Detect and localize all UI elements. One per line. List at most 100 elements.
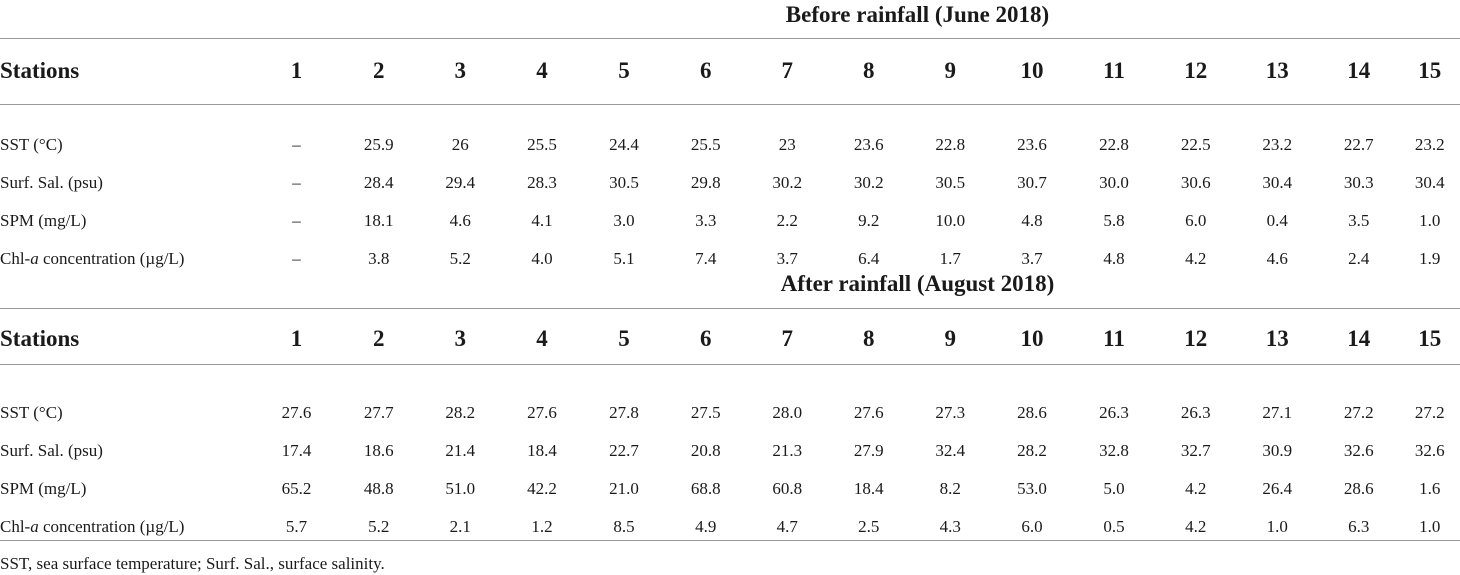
table-cell: 30.4 bbox=[1414, 173, 1445, 192]
rule-after-top bbox=[0, 308, 1460, 309]
table-cell: 22.5 bbox=[1180, 135, 1211, 154]
table-cell: 5.0 bbox=[1103, 479, 1125, 498]
header-row: Stations 1 2 3 4 5 6 7 8 9 10 11 12 13 14 15 bbox=[0, 38, 1460, 104]
table-cell: 1.0 bbox=[1419, 517, 1441, 536]
table-cell: 27.8 bbox=[609, 403, 639, 422]
table-cell: 28.6 bbox=[1017, 403, 1047, 422]
table-cell: 27.6 bbox=[853, 403, 884, 422]
row-label-suffix: concentration (µg/L) bbox=[38, 249, 185, 268]
row-label: SST (°C) bbox=[0, 135, 63, 154]
table-cell: 2.4 bbox=[1348, 249, 1370, 268]
header-station-7: 7 bbox=[781, 326, 794, 351]
table-cell: 30.4 bbox=[1262, 173, 1293, 192]
table-cell: 51.0 bbox=[445, 479, 476, 498]
table-cell: 30.5 bbox=[609, 173, 639, 192]
table-row: SPM (mg/L) – 18.1 4.6 4.1 3.0 3.3 2.2 9.2 10.0 4.8… bbox=[0, 202, 1460, 240]
table-cell: 26.3 bbox=[1099, 403, 1129, 422]
table-cell: 0.4 bbox=[1266, 211, 1288, 230]
table-cell: 28.2 bbox=[445, 403, 476, 422]
table-after-rainfall: Stations 1 2 3 4 5 6 7 8 9 10 11 12 13 14 15 SST (°C) 27.… bbox=[0, 306, 1460, 546]
table-cell: 7.4 bbox=[695, 249, 717, 268]
table-cell: 4.6 bbox=[1266, 249, 1288, 268]
table-cell: 6.3 bbox=[1348, 517, 1370, 536]
footnote-text: SST, sea surface temperature; Surf. Sal.… bbox=[0, 554, 385, 573]
table-cell: 27.3 bbox=[935, 403, 966, 422]
table-cell: 30.9 bbox=[1262, 441, 1293, 460]
table-cell: – bbox=[292, 249, 301, 268]
header-station-2: 2 bbox=[373, 58, 385, 83]
table-cell: 1.9 bbox=[1419, 249, 1441, 268]
row-label: Chl-a concentration (µg/L) bbox=[0, 508, 255, 546]
table-row: Chl-a concentration (µg/L) – 3.8 5.2 4.0 5.1 7… bbox=[0, 240, 1460, 278]
table-cell: 18.1 bbox=[363, 211, 394, 230]
header-station-12: 12 bbox=[1184, 326, 1208, 351]
table-cell: 26.4 bbox=[1262, 479, 1293, 498]
row-label-suffix: concentration (µg/L) bbox=[38, 517, 185, 536]
header-station-8: 8 bbox=[863, 58, 875, 83]
row-label: Chl-a concentration (µg/L) bbox=[0, 240, 255, 278]
table-cell: 8.2 bbox=[939, 479, 961, 498]
table-cell: 1.7 bbox=[939, 249, 961, 268]
header-station-6: 6 bbox=[700, 326, 712, 351]
table-row: SPM (mg/L) 65.2 48.8 51.0 42.2 21.0 68.8 60.8 18… bbox=[0, 470, 1460, 508]
table-cell: 5.8 bbox=[1103, 211, 1125, 230]
row-label: SPM (mg/L) bbox=[0, 211, 87, 230]
header-station-15: 15 bbox=[1418, 326, 1442, 351]
table-cell: 4.8 bbox=[1021, 211, 1043, 230]
table-cell: 6.4 bbox=[858, 249, 880, 268]
table-cell: 32.8 bbox=[1099, 441, 1129, 460]
table-cell: 30.2 bbox=[772, 173, 803, 192]
table-cell: 32.7 bbox=[1180, 441, 1211, 460]
table-cell: 30.5 bbox=[935, 173, 966, 192]
table-cell: 3.0 bbox=[613, 211, 635, 230]
row-label-prefix: Chl- bbox=[0, 517, 31, 536]
section-title-after: After rainfall (August 2018) bbox=[780, 271, 1055, 296]
table-cell: 17.4 bbox=[281, 441, 312, 460]
table-cell: 2.5 bbox=[858, 517, 880, 536]
footnote: SST, sea surface temperature; Surf. Sal.… bbox=[0, 554, 385, 574]
table-cell: 65.2 bbox=[281, 479, 312, 498]
table-cell: 27.6 bbox=[527, 403, 557, 422]
table-cell: 32.6 bbox=[1343, 441, 1374, 460]
table-cell: 6.0 bbox=[1185, 211, 1207, 230]
table-cell: 27.6 bbox=[281, 403, 312, 422]
table-row: SST (°C) – 25.9 26 25.5 24.4 25.5 23 23.6 22.8 23.… bbox=[0, 104, 1460, 164]
rule-before-header bbox=[0, 104, 1460, 105]
table-cell: – bbox=[292, 135, 301, 154]
table-cell: 27.1 bbox=[1262, 403, 1293, 422]
table-cell: 28.2 bbox=[1017, 441, 1047, 460]
header-station-8: 8 bbox=[863, 326, 875, 351]
header-station-3: 3 bbox=[454, 326, 467, 351]
table-cell: 4.3 bbox=[939, 517, 961, 536]
table-cell: 4.2 bbox=[1185, 479, 1207, 498]
table-cell: 3.7 bbox=[1021, 249, 1043, 268]
rule-before-top bbox=[0, 38, 1460, 39]
table-cell: 30.0 bbox=[1099, 173, 1129, 192]
table-cell: 1.2 bbox=[531, 517, 553, 536]
header-station-1: 1 bbox=[290, 326, 303, 351]
table-cell: 68.8 bbox=[690, 479, 721, 498]
table-cell: 21.3 bbox=[772, 441, 803, 460]
table-cell: 27.2 bbox=[1414, 403, 1445, 422]
table-before-rainfall: Stations 1 2 3 4 5 6 7 8 9 10 11 12 13 14 15 SST (°C) –25… bbox=[0, 38, 1460, 278]
table-row: Surf. Sal. (psu) – 28.4 29.4 28.3 30.5 29.8 30.… bbox=[0, 164, 1460, 202]
table-cell: 4.7 bbox=[776, 517, 798, 536]
table-cell: 3.7 bbox=[776, 249, 798, 268]
header-station-15: 15 bbox=[1418, 58, 1442, 83]
table-cell: 30.7 bbox=[1017, 173, 1047, 192]
header-station-5: 5 bbox=[618, 326, 630, 351]
table-cell: 24.4 bbox=[609, 135, 639, 154]
table-cell: 9.2 bbox=[858, 211, 880, 230]
table-cell: 22.8 bbox=[935, 135, 966, 154]
table-cell: 26 bbox=[451, 135, 469, 154]
table-cell: 22.7 bbox=[1343, 135, 1374, 154]
table-cell: 53.0 bbox=[1017, 479, 1047, 498]
table-cell: 23 bbox=[778, 135, 796, 154]
table-cell: 30.3 bbox=[1343, 173, 1374, 192]
table-cell: 30.6 bbox=[1180, 173, 1211, 192]
header-station-9: 9 bbox=[944, 326, 957, 351]
header-station-3: 3 bbox=[454, 58, 467, 83]
table-cell: 0.5 bbox=[1103, 517, 1125, 536]
header-station-14: 14 bbox=[1347, 326, 1371, 351]
